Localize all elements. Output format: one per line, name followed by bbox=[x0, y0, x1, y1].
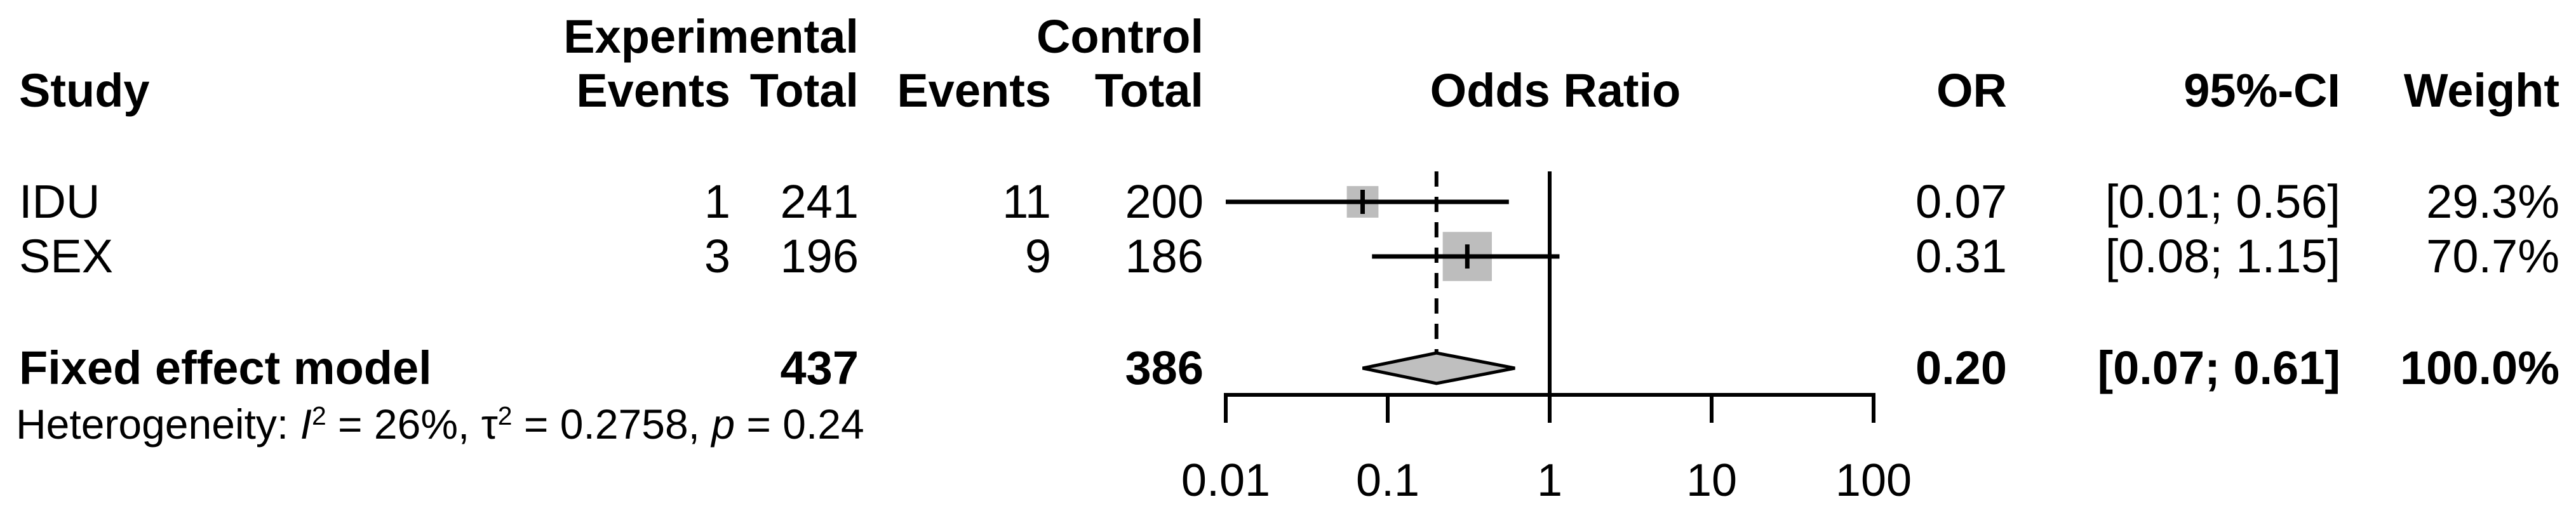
header-or: OR bbox=[1936, 64, 2007, 117]
het-i-value: = 26%, bbox=[326, 401, 481, 448]
header-ctrl-total: Total bbox=[1094, 64, 1204, 117]
study-name: SEX bbox=[19, 230, 114, 282]
study-ctrl-events: 11 bbox=[1002, 175, 1051, 228]
axis-tick-label: 0.1 bbox=[1355, 455, 1420, 506]
summary-ctrl-total: 386 bbox=[1125, 342, 1204, 394]
header-weight: Weight bbox=[2403, 64, 2559, 117]
het-i-symbol: I bbox=[300, 401, 312, 448]
het-prefix: Heterogeneity: bbox=[16, 401, 300, 448]
het-i-sup: 2 bbox=[311, 401, 326, 430]
het-tau-value: = 0.2758, bbox=[512, 401, 712, 448]
axis-tick-label: 10 bbox=[1686, 455, 1738, 506]
summary-ci: [0.07; 0.61] bbox=[2097, 342, 2340, 394]
study-or: 0.31 bbox=[1915, 230, 2007, 282]
header-ctrl-events: Events bbox=[897, 64, 1051, 117]
study-exp-total: 196 bbox=[780, 230, 859, 282]
header-odds-ratio: Odds Ratio bbox=[1430, 64, 1681, 117]
header-control-group: Control bbox=[1036, 10, 1204, 63]
study-exp-total: 241 bbox=[780, 175, 859, 228]
study-ctrl-total: 186 bbox=[1125, 230, 1204, 282]
het-p-symbol: p bbox=[711, 401, 735, 448]
study-ci: [0.01; 0.56] bbox=[2105, 175, 2340, 228]
study-ci: [0.08; 1.15] bbox=[2105, 230, 2340, 282]
header-experimental-group: Experimental bbox=[563, 10, 859, 63]
heterogeneity-note: Heterogeneity: I2 = 26%, τ2 = 0.2758, p … bbox=[16, 401, 864, 448]
axis-tick-label: 0.01 bbox=[1181, 455, 1271, 506]
study-exp-events: 3 bbox=[704, 230, 730, 282]
study-or: 0.07 bbox=[1915, 175, 2007, 228]
header-ci: 95%-CI bbox=[2184, 64, 2340, 117]
het-tau-sup: 2 bbox=[497, 401, 513, 430]
study-exp-events: 1 bbox=[704, 175, 730, 228]
header-exp-events: Events bbox=[576, 64, 730, 117]
header-study: Study bbox=[19, 64, 150, 117]
het-p-value: = 0.24 bbox=[735, 401, 864, 448]
header-exp-total: Total bbox=[749, 64, 859, 117]
study-name: IDU bbox=[19, 175, 100, 228]
summary-exp-total: 437 bbox=[780, 342, 859, 394]
study-ctrl-events: 9 bbox=[1024, 230, 1051, 282]
axis-tick-label: 100 bbox=[1835, 455, 1912, 506]
summary-diamond bbox=[1362, 351, 1515, 385]
summary-or: 0.20 bbox=[1915, 342, 2007, 394]
het-tau-symbol: τ bbox=[481, 401, 498, 448]
study-ctrl-total: 200 bbox=[1125, 175, 1204, 228]
summary-weight: 100.0% bbox=[2400, 342, 2559, 394]
study-weight: 29.3% bbox=[2426, 175, 2559, 228]
axis-tick-label: 1 bbox=[1536, 455, 1563, 506]
summary-model-label: Fixed effect model bbox=[19, 342, 432, 394]
study-weight: 70.7% bbox=[2426, 230, 2559, 282]
